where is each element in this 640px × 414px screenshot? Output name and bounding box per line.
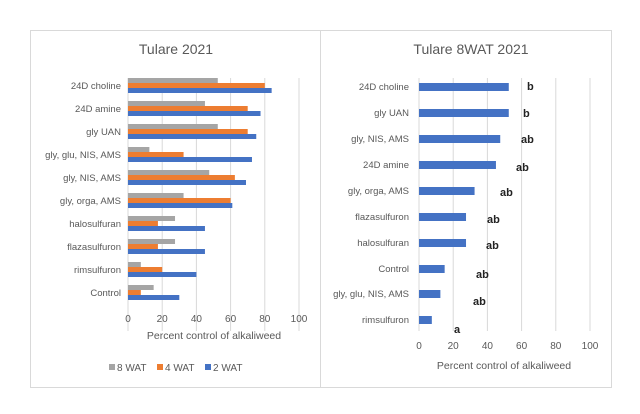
bar-8wat bbox=[128, 124, 218, 129]
x-axis-title: Percent control of alkaliweed bbox=[147, 330, 281, 342]
bar bbox=[419, 109, 509, 117]
bar-4wat bbox=[128, 244, 158, 249]
significance-letter: ab bbox=[487, 214, 500, 226]
bar bbox=[419, 290, 441, 298]
bar-2wat bbox=[128, 203, 233, 208]
bar-2wat bbox=[128, 157, 252, 162]
category-label: Control bbox=[378, 264, 409, 275]
category-label: 24D choline bbox=[71, 81, 121, 92]
legend-label: 8 WAT bbox=[117, 363, 146, 374]
legend-swatch bbox=[157, 364, 163, 370]
x-tick-label: 80 bbox=[550, 341, 562, 352]
x-tick-label: 60 bbox=[516, 341, 528, 352]
significance-letter: b bbox=[523, 108, 530, 120]
bar-8wat bbox=[128, 170, 210, 175]
chart-title: Tulare 2021 bbox=[139, 41, 213, 57]
bar-4wat bbox=[128, 290, 141, 295]
bar-8wat bbox=[128, 262, 141, 267]
legend-label: 2 WAT bbox=[213, 363, 242, 374]
bar-8wat bbox=[128, 216, 176, 221]
bar-8wat bbox=[128, 239, 176, 244]
bar-4wat bbox=[128, 106, 248, 111]
bar-4wat bbox=[128, 175, 235, 180]
x-tick-label: 40 bbox=[191, 314, 203, 325]
right-chart: Tulare 8WAT 2021 0 20 40 60 80 100 24D choline b… bbox=[333, 41, 599, 372]
left-chart: Tulare 2021 0 20 40 60 80 100 24D choline 24D am… bbox=[45, 41, 308, 374]
x-tick-label: 100 bbox=[291, 314, 308, 325]
x-tick-label: 20 bbox=[448, 341, 460, 352]
category-label: gly, glu, NIS, AMS bbox=[45, 150, 121, 161]
bar-2wat bbox=[128, 111, 261, 116]
x-tick-label: 0 bbox=[416, 341, 422, 352]
bar-2wat bbox=[128, 272, 197, 277]
category-label: flazasulfuron bbox=[67, 242, 121, 253]
bar-8wat bbox=[128, 147, 150, 152]
significance-letter: ab bbox=[473, 296, 486, 308]
category-label: gly, NIS, AMS bbox=[63, 173, 121, 184]
significance-letter: ab bbox=[516, 162, 529, 174]
bar bbox=[419, 239, 467, 247]
bar bbox=[419, 265, 445, 273]
bar-4wat bbox=[128, 221, 158, 226]
category-label: gly, NIS, AMS bbox=[351, 134, 409, 145]
category-label: gly UAN bbox=[86, 127, 121, 138]
right-chart-panel: Tulare 8WAT 2021 0 20 40 60 80 100 24D choline b… bbox=[320, 30, 612, 388]
bar-8wat bbox=[128, 285, 154, 290]
bar-2wat bbox=[128, 180, 246, 185]
bar-2wat bbox=[128, 134, 257, 139]
x-tick-label: 100 bbox=[582, 341, 599, 352]
x-tick-label: 60 bbox=[225, 314, 237, 325]
significance-letter: ab bbox=[521, 134, 534, 146]
left-chart-panel: Tulare 2021 0 20 40 60 80 100 24D choline 24D am… bbox=[30, 30, 321, 388]
bar-8wat bbox=[128, 101, 205, 106]
significance-letter: ab bbox=[500, 187, 513, 199]
category-label: rimsulfuron bbox=[362, 315, 409, 326]
category-label: gly, orga, AMS bbox=[60, 196, 121, 207]
bar bbox=[419, 316, 432, 324]
legend-label: 4 WAT bbox=[165, 363, 194, 374]
category-label: gly UAN bbox=[374, 108, 409, 119]
category-label: rimsulfuron bbox=[74, 265, 121, 276]
category-label: Control bbox=[90, 288, 121, 299]
legend-swatch bbox=[109, 364, 115, 370]
bar-8wat bbox=[128, 78, 218, 83]
category-label: halosulfuran bbox=[357, 238, 409, 249]
category-label: halosulfuran bbox=[69, 219, 121, 230]
bar bbox=[419, 213, 467, 221]
bar-4wat bbox=[128, 198, 231, 203]
significance-letter: ab bbox=[476, 269, 489, 281]
category-label: 24D amine bbox=[363, 160, 409, 171]
bar-2wat bbox=[128, 295, 180, 300]
category-label: 24D choline bbox=[359, 82, 409, 93]
significance-letter: ab bbox=[486, 240, 499, 252]
bar-4wat bbox=[128, 267, 163, 272]
bar-4wat bbox=[128, 83, 265, 88]
bar bbox=[419, 187, 475, 195]
category-label: gly, glu, NIS, AMS bbox=[333, 289, 409, 300]
significance-letter: a bbox=[454, 324, 461, 336]
x-tick-label: 40 bbox=[482, 341, 494, 352]
bar-4wat bbox=[128, 129, 248, 134]
legend-swatch bbox=[205, 364, 211, 370]
bar-4wat bbox=[128, 152, 184, 157]
category-label: 24D amine bbox=[75, 104, 121, 115]
chart-title: Tulare 8WAT 2021 bbox=[413, 41, 528, 57]
bar bbox=[419, 135, 501, 143]
bar bbox=[419, 83, 509, 91]
bar-2wat bbox=[128, 249, 205, 254]
category-label: gly, orga, AMS bbox=[348, 186, 409, 197]
x-tick-label: 0 bbox=[125, 314, 131, 325]
x-tick-label: 80 bbox=[259, 314, 271, 325]
bar-2wat bbox=[128, 226, 205, 231]
bar-2wat bbox=[128, 88, 272, 93]
category-label: flazasulfuron bbox=[355, 212, 409, 223]
significance-letter: b bbox=[527, 81, 534, 93]
x-axis-title: Percent control of alkaliweed bbox=[437, 360, 571, 372]
x-tick-label: 20 bbox=[157, 314, 169, 325]
bar bbox=[419, 161, 496, 169]
bar-8wat bbox=[128, 193, 184, 198]
